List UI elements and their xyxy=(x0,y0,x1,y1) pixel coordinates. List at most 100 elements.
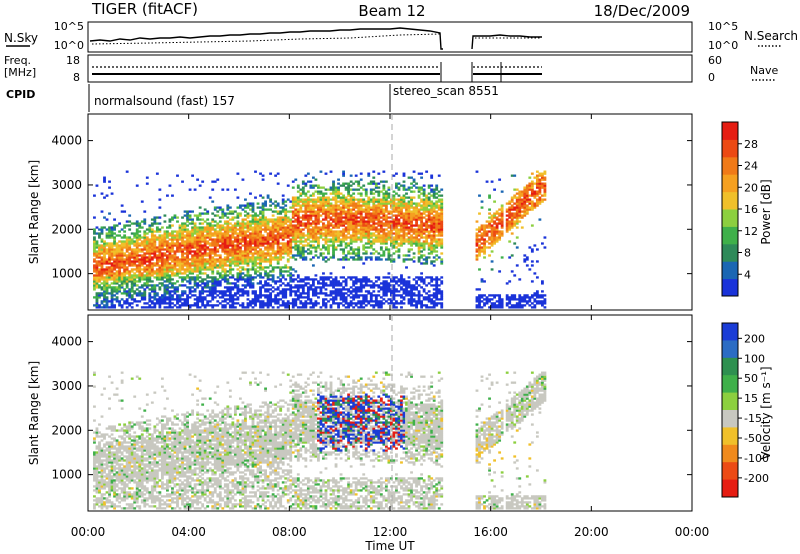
heatmap-cell xyxy=(304,234,308,237)
heatmap-cell xyxy=(329,222,333,225)
heatmap-cell xyxy=(173,292,177,295)
heatmap-cell xyxy=(359,240,363,243)
heatmap-cell xyxy=(289,230,293,233)
heatmap-cell xyxy=(392,246,396,249)
heatmap-cell xyxy=(437,238,441,241)
heatmap-cell xyxy=(178,304,182,307)
heatmap-cell xyxy=(259,304,262,307)
heatmap-cell xyxy=(110,262,114,265)
heatmap-cell xyxy=(342,256,345,259)
heatmap-cell xyxy=(246,222,250,225)
heatmap-cell xyxy=(339,192,343,195)
heatmap-cell xyxy=(384,258,388,261)
heatmap-cell xyxy=(324,302,328,305)
heatmap-cell xyxy=(437,234,441,237)
heatmap-cell xyxy=(384,294,388,297)
heatmap-cell xyxy=(108,268,111,271)
heatmap-cell xyxy=(372,282,376,285)
heatmap-cell xyxy=(437,200,441,203)
heatmap-cell xyxy=(163,260,167,263)
heatmap-cell xyxy=(397,248,401,251)
heatmap-cell xyxy=(400,238,403,241)
heatmap-cell xyxy=(254,196,257,199)
heatmap-cell xyxy=(347,216,351,219)
heatmap-cell xyxy=(407,248,411,251)
heatmap-cell xyxy=(168,274,172,277)
heatmap-cell xyxy=(319,226,323,229)
heatmap-cell xyxy=(223,232,227,235)
heatmap-cell xyxy=(344,234,348,237)
heatmap-cell xyxy=(254,246,257,249)
heatmap-cell xyxy=(221,246,225,249)
heatmap-cell xyxy=(425,214,429,217)
heatmap-cell xyxy=(427,290,431,293)
heatmap-cell xyxy=(103,288,106,291)
heatmap-cell xyxy=(173,290,177,293)
heatmap-cell xyxy=(125,300,129,303)
heatmap-cell xyxy=(430,216,434,219)
heatmap-cell xyxy=(93,304,96,307)
heatmap-cell xyxy=(264,280,267,283)
heatmap-cell xyxy=(231,302,235,305)
heatmap-cell xyxy=(241,260,245,263)
heatmap-cell xyxy=(329,230,333,233)
heatmap-cell xyxy=(105,218,109,221)
heatmap-cell xyxy=(150,240,154,243)
heatmap-cell xyxy=(329,282,333,285)
heatmap-cell xyxy=(296,214,300,217)
heatmap-cell xyxy=(372,234,376,237)
heatmap-cell xyxy=(176,248,179,251)
heatmap-cell xyxy=(118,270,122,273)
heatmap-cell xyxy=(123,260,127,263)
heatmap-cell xyxy=(281,252,285,255)
heatmap-cell xyxy=(196,262,200,265)
heatmap-cell xyxy=(188,272,192,275)
heatmap-cell xyxy=(251,276,255,279)
heatmap-cell xyxy=(347,224,351,227)
heatmap-cell xyxy=(259,172,262,175)
heatmap-cell xyxy=(198,294,202,297)
heatmap-cell xyxy=(357,228,361,231)
heatmap-cell xyxy=(397,284,401,287)
heatmap-cell xyxy=(306,214,310,217)
heatmap-cell xyxy=(254,256,257,259)
heatmap-cell xyxy=(397,206,401,209)
heatmap-cell xyxy=(349,224,353,227)
heatmap-cell xyxy=(120,260,124,263)
heatmap-cell xyxy=(279,212,283,215)
heatmap-cell xyxy=(256,244,260,247)
heatmap-cell xyxy=(198,260,202,263)
heatmap-cell xyxy=(145,260,149,263)
heatmap-cell xyxy=(244,254,247,257)
heatmap-cell xyxy=(299,216,303,219)
heatmap-cell xyxy=(354,202,358,205)
heatmap-cell xyxy=(249,300,252,303)
heatmap-cell xyxy=(233,216,237,219)
heatmap-cell xyxy=(415,182,418,185)
heatmap-cell xyxy=(357,236,361,239)
heatmap-cell xyxy=(125,242,129,245)
heatmap-cell xyxy=(382,204,386,207)
heatmap-cell xyxy=(244,284,247,287)
heatmap-cell xyxy=(249,286,252,289)
heatmap-cell xyxy=(354,220,358,223)
heatmap-cell xyxy=(201,282,205,285)
heatmap-cell xyxy=(108,258,111,261)
heatmap-cell xyxy=(201,222,205,225)
heatmap-cell xyxy=(382,214,386,217)
heatmap-cell xyxy=(337,302,340,305)
heatmap-cell xyxy=(334,204,338,207)
heatmap-cell xyxy=(322,218,325,221)
heatmap-cell xyxy=(402,292,406,295)
heatmap-cell xyxy=(372,228,376,231)
heatmap-cell xyxy=(306,226,310,229)
heatmap-cell xyxy=(153,218,157,221)
heatmap-cell xyxy=(188,258,192,261)
heatmap-cell xyxy=(367,284,371,287)
heatmap-cell xyxy=(412,170,416,173)
heatmap-cell xyxy=(437,174,441,177)
heatmap-cell xyxy=(289,228,293,231)
heatmap-cell xyxy=(256,294,260,297)
heatmap-cell xyxy=(256,300,260,303)
heatmap-cell xyxy=(377,290,381,293)
